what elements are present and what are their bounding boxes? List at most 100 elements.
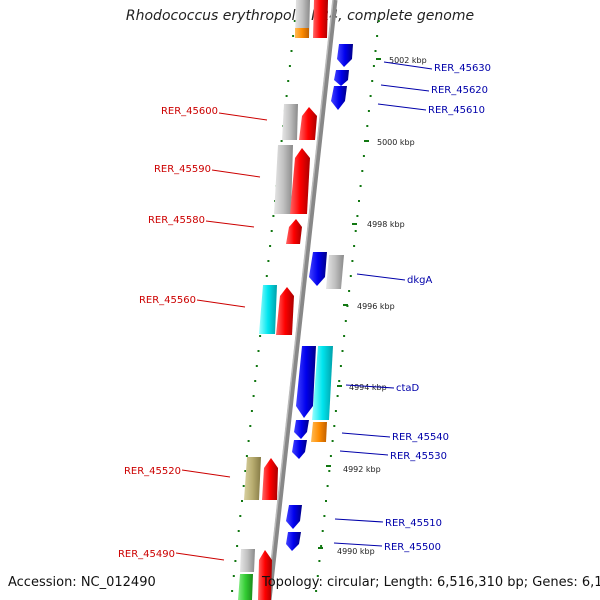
gene-label[interactable]: RER_45600: [161, 106, 218, 117]
guide-dot: [374, 50, 377, 52]
gene-label[interactable]: RER_45530: [390, 451, 447, 462]
gene-arrow[interactable]: [290, 148, 310, 214]
gene-arrow[interactable]: [282, 104, 298, 140]
gene-arrow[interactable]: [286, 505, 302, 529]
guide-dot: [270, 230, 273, 232]
guide-dot: [331, 440, 334, 442]
guide-dot: [249, 425, 252, 427]
guide-dot: [351, 260, 354, 262]
ruler-label: 4994 kbp: [349, 383, 387, 392]
ruler-label: 4990 kbp: [337, 547, 375, 556]
guide-dot: [359, 185, 362, 187]
guide-dot: [341, 350, 344, 352]
guide-dot: [336, 395, 339, 397]
guide-dot: [315, 590, 318, 592]
gene-label[interactable]: RER_45520: [124, 466, 181, 477]
ruler-tick: 4998 kbp: [352, 220, 405, 229]
gene-arrow[interactable]: [313, 0, 328, 38]
gene-arrow[interactable]: [259, 285, 277, 334]
gene-arrow[interactable]: [286, 219, 302, 244]
genome-summary-text: Topology: circular; Length: 6,516,310 bp…: [262, 575, 600, 590]
gene-label[interactable]: RER_45620: [431, 85, 488, 96]
guide-dot: [245, 455, 248, 457]
gene-arrow[interactable]: [244, 457, 261, 500]
ruler-tick: 5002 kbp: [376, 56, 427, 65]
guide-dot: [334, 410, 337, 412]
guide-dot: [280, 140, 283, 142]
guide-dot: [267, 260, 270, 262]
guide-dot: [325, 500, 327, 502]
guide-dot: [252, 395, 255, 397]
gene-arrow[interactable]: [294, 420, 309, 439]
guide-dot: [371, 80, 374, 82]
gene-arrow[interactable]: [295, 28, 309, 38]
gene-label[interactable]: dkgA: [407, 275, 432, 286]
gene-label[interactable]: RER_45610: [428, 105, 485, 116]
gene-arrow[interactable]: [258, 550, 272, 600]
gene-arrow[interactable]: [274, 145, 293, 214]
guide-dot: [241, 500, 243, 502]
guide-dot: [290, 50, 293, 52]
gene-arrow[interactable]: [326, 255, 344, 289]
guide-dot: [287, 80, 290, 82]
guide-dot: [377, 20, 380, 22]
gene-arrow[interactable]: [276, 287, 294, 335]
gene-arrow[interactable]: [331, 86, 347, 110]
gene-arrow[interactable]: [238, 574, 253, 600]
gene-label[interactable]: ctaD: [396, 383, 420, 394]
guide-dot: [242, 485, 245, 487]
gene-arrow[interactable]: [312, 346, 333, 420]
gene-arrow[interactable]: [286, 532, 301, 551]
guide-dot: [231, 590, 234, 592]
gene-arrow[interactable]: [309, 252, 327, 286]
guide-dot: [288, 65, 291, 67]
ruler-label: 5000 kbp: [377, 138, 415, 147]
right-labels: RER_45630 RER_45620 RER_45610 dkgA ctaD …: [333, 61, 491, 553]
gene-arrow[interactable]: [299, 107, 317, 140]
guide-dot: [254, 380, 257, 382]
accession-text: Accession: NC_012490: [8, 575, 156, 590]
guide-dot: [339, 365, 342, 367]
guide-dot: [323, 515, 326, 517]
guide-dot: [362, 155, 365, 157]
guide-dot: [372, 65, 375, 67]
gene-label[interactable]: RER_45500: [384, 542, 441, 553]
gene-label[interactable]: RER_45590: [154, 164, 211, 175]
guide-dot: [255, 365, 258, 367]
guide-dot: [320, 545, 323, 547]
gene-label[interactable]: RER_45630: [434, 63, 491, 74]
ruler-tick: 4990 kbp: [318, 547, 375, 556]
guide-dot: [272, 215, 275, 217]
guide-dot: [344, 320, 347, 322]
gene-label[interactable]: RER_45490: [118, 549, 175, 560]
gene-arrow[interactable]: [311, 422, 327, 442]
guide-dot: [358, 200, 360, 202]
guide-dot: [333, 425, 336, 427]
gene-arrow[interactable]: [240, 549, 255, 572]
guide-dot: [265, 275, 268, 277]
left-labels: RER_45600 RER_45590 RER_45580 RER_45560 …: [118, 106, 268, 561]
guide-dot: [250, 410, 253, 412]
gene-arrow[interactable]: [292, 440, 307, 459]
guide-dot: [244, 470, 247, 472]
ruler-label: 4998 kbp: [367, 220, 405, 229]
guide-dot: [367, 110, 370, 112]
ruler-label: 5002 kbp: [389, 56, 427, 65]
gene-arrow[interactable]: [334, 70, 349, 86]
guide-dot: [348, 290, 351, 292]
gene-label[interactable]: RER_45580: [148, 215, 205, 226]
gene-label[interactable]: RER_45540: [392, 432, 449, 443]
gene-arrow[interactable]: [337, 44, 353, 67]
guide-dot: [343, 335, 346, 337]
gene-label[interactable]: RER_45560: [139, 295, 196, 306]
guide-dot: [318, 560, 321, 562]
guide-dot: [329, 455, 332, 457]
guide-dot: [234, 560, 237, 562]
ruler-tick: 5000 kbp: [364, 138, 415, 147]
gene-arrow[interactable]: [262, 458, 278, 500]
guide-dot: [338, 380, 341, 382]
guide-dot: [257, 350, 260, 352]
gene-label[interactable]: RER_45510: [385, 518, 442, 529]
gene-arrow[interactable]: [296, 346, 316, 418]
